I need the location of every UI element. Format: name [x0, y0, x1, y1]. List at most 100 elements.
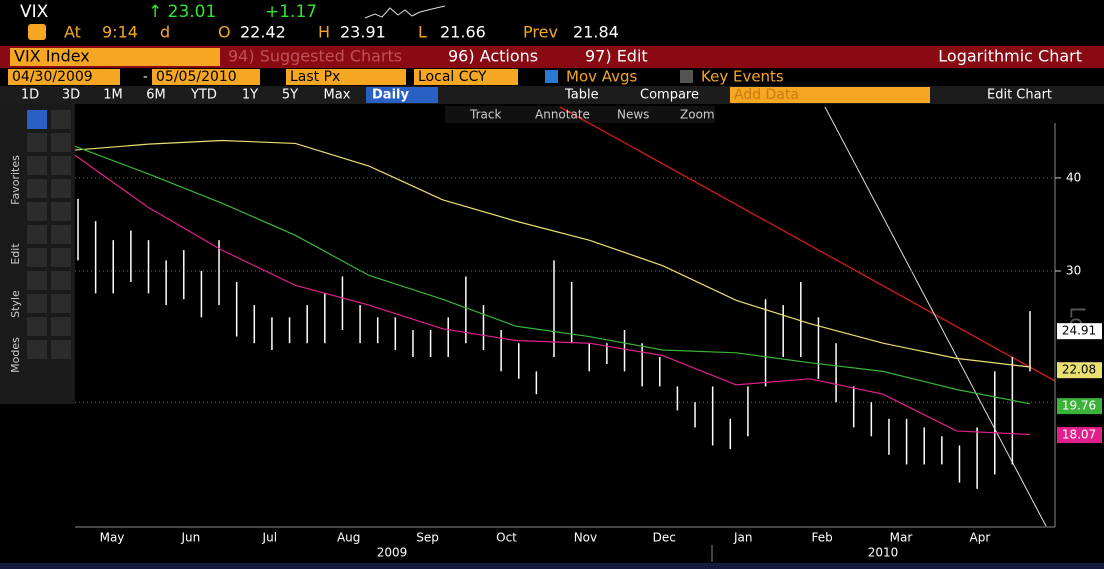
period[interactable]: 1D	[21, 88, 39, 103]
tool-icon[interactable]	[27, 133, 47, 152]
tool-icon[interactable]	[51, 225, 71, 244]
freq-box[interactable]	[366, 87, 438, 103]
field[interactable]: Last Px	[290, 69, 340, 85]
chart-tool[interactable]: Track	[469, 108, 501, 122]
moving-average	[74, 139, 1031, 368]
open: 22.42	[240, 23, 286, 42]
add-data-box[interactable]	[730, 87, 930, 103]
moving-average	[74, 154, 1031, 436]
table[interactable]: Table	[564, 88, 599, 103]
tool-icon[interactable]	[27, 202, 47, 221]
suggested[interactable]: 94) Suggested Charts	[228, 47, 402, 66]
x-tick-label: Aug	[337, 531, 360, 545]
side-tab[interactable]: Favorites	[9, 155, 22, 205]
trend-line	[559, 106, 1056, 382]
chart-tool[interactable]: News	[617, 108, 649, 122]
currency[interactable]: Local CCY	[418, 69, 487, 85]
frequency[interactable]: Daily	[372, 88, 409, 103]
tool-icon[interactable]	[27, 317, 47, 336]
last-tag	[1057, 323, 1102, 340]
clock-icon	[28, 24, 46, 40]
tool-icon[interactable]	[51, 179, 71, 198]
last: ↑ 23.01	[148, 2, 216, 22]
x-tick-label: Apr	[970, 531, 991, 545]
tool-icon[interactable]	[27, 271, 47, 290]
tool-icon[interactable]	[51, 271, 71, 290]
last-tag	[1057, 398, 1102, 415]
tools-bar	[445, 106, 715, 123]
period[interactable]: 6M	[146, 88, 166, 103]
security[interactable]: VIX Index	[14, 47, 90, 66]
period[interactable]: 5Y	[282, 88, 298, 103]
tool-icon[interactable]	[51, 294, 71, 313]
moving-average	[74, 145, 1031, 405]
x-tick-label: May	[100, 531, 125, 545]
tool-icon[interactable]	[27, 340, 47, 359]
field-box[interactable]	[286, 69, 406, 85]
last-tag	[1057, 427, 1102, 444]
low-label: L	[418, 23, 427, 42]
high-label: H	[318, 23, 330, 42]
tool-icon[interactable]	[27, 294, 47, 313]
compare[interactable]: Compare	[640, 88, 699, 103]
period[interactable]: 1Y	[242, 88, 258, 103]
period[interactable]: 3D	[62, 88, 80, 103]
tool-icon[interactable]	[27, 248, 47, 267]
end-box[interactable]	[152, 69, 260, 85]
chart-tool[interactable]: Zoom	[680, 108, 715, 122]
ma-check[interactable]	[545, 70, 558, 83]
mode[interactable]: Logarithmic Chart	[938, 47, 1082, 66]
tool-icon[interactable]	[51, 110, 71, 129]
add-data[interactable]: Add Data	[734, 87, 799, 103]
edit[interactable]: 97) Edit	[585, 47, 648, 66]
year-label: 2010	[868, 546, 899, 560]
side-tab[interactable]: Style	[9, 290, 22, 318]
chart-tool[interactable]: Annotate	[535, 108, 590, 122]
toolbar1	[0, 46, 1104, 68]
ccy-box[interactable]	[414, 69, 518, 85]
actions[interactable]: 96) Actions	[448, 47, 538, 66]
tool-icon[interactable]	[27, 179, 47, 198]
period[interactable]: Max	[324, 88, 351, 103]
status-strip	[0, 563, 1104, 569]
tool-icon[interactable]	[51, 248, 71, 267]
key-events[interactable]: Key Events	[701, 68, 784, 86]
y-tick-label: 40	[1066, 170, 1081, 184]
low: 21.66	[440, 23, 486, 42]
tool-icon[interactable]	[51, 133, 71, 152]
tool-icon[interactable]	[27, 225, 47, 244]
sparkline	[364, 5, 446, 19]
day: d	[160, 23, 170, 42]
edit-chart[interactable]: Edit Chart	[987, 88, 1052, 103]
tool-icon[interactable]	[51, 317, 71, 336]
side-tab[interactable]: Modes	[9, 337, 22, 373]
period[interactable]: 1M	[103, 88, 123, 103]
ticker: VIX	[20, 2, 49, 22]
x-tick-label: Oct	[496, 531, 517, 545]
security-box[interactable]	[10, 48, 220, 66]
start-box[interactable]	[8, 69, 120, 85]
period[interactable]: YTD	[190, 88, 217, 103]
side-tab[interactable]: Edit	[9, 243, 22, 265]
last-tag	[1057, 362, 1102, 379]
mov-avgs[interactable]: Mov Avgs	[566, 68, 638, 86]
prev-label: Prev	[523, 23, 558, 42]
open-label: O	[218, 23, 231, 42]
tool-icon[interactable]	[27, 110, 47, 129]
ke-check[interactable]	[680, 70, 693, 83]
trend-line	[824, 106, 1047, 527]
x-tick-label: Nov	[574, 531, 597, 545]
tool-icon[interactable]	[51, 340, 71, 359]
tool-icon[interactable]	[27, 156, 47, 175]
tool-icon[interactable]	[51, 202, 71, 221]
last-tag-label: 22.08	[1062, 363, 1096, 377]
tool-icon[interactable]	[51, 156, 71, 175]
time: 9:14	[102, 23, 138, 42]
end[interactable]: 05/05/2010	[156, 69, 237, 85]
last-tag-label: 24.91	[1062, 324, 1096, 338]
start[interactable]: 04/30/2009	[12, 69, 93, 85]
high: 23.91	[340, 23, 386, 42]
dash: -	[143, 70, 148, 85]
